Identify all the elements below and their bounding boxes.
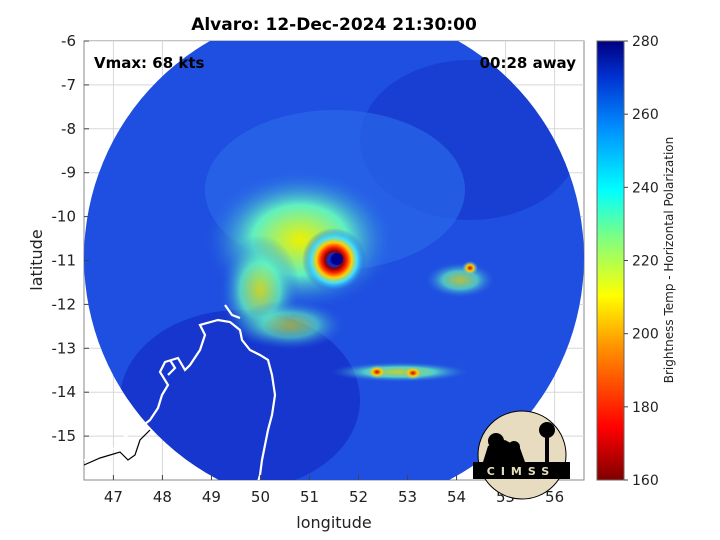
- y-tick-label: -14: [52, 383, 77, 401]
- y-tick-label: -7: [61, 76, 76, 94]
- y-tick-label: -8: [61, 120, 76, 138]
- y-tick-label: -9: [61, 164, 76, 182]
- coastline-outside: [84, 429, 151, 466]
- y-tick-label: -12: [52, 295, 77, 313]
- x-tick-label: 53: [398, 488, 417, 506]
- microwave-swath: [84, 41, 584, 480]
- colorbar-tick-label: 180: [632, 400, 659, 416]
- x-tick-label: 52: [349, 488, 368, 506]
- colorbar-tick-label: 240: [632, 180, 659, 196]
- colorbar-tick-label: 220: [632, 254, 659, 270]
- x-tick-label: 54: [447, 488, 466, 506]
- y-axis-ticks: -6 -7 -8 -9 -10 -11 -12 -13 -14 -15: [52, 32, 89, 445]
- x-tick-label: 50: [251, 488, 270, 506]
- y-tick-label: -6: [61, 32, 76, 50]
- colorbar-ticks: 160 180 200 220 240 260 280: [624, 34, 659, 489]
- y-tick-label: -10: [52, 208, 77, 226]
- x-axis-label: longitude: [296, 513, 371, 532]
- cimss-logo-text: CIMSS: [487, 465, 555, 478]
- x-axis-ticks: 47 48 49 50 51 52 53 54 55 56: [104, 475, 564, 506]
- x-tick-label: 51: [300, 488, 319, 506]
- swath-group: [84, 41, 584, 480]
- colorbar: [596, 40, 625, 481]
- vmax-label: Vmax: 68 kts: [94, 54, 204, 72]
- y-tick-label: -13: [52, 339, 77, 357]
- colorbar-label: Brightness Temp - Horizontal Polarizatio…: [662, 137, 676, 384]
- time-label: 00:28 away: [480, 54, 577, 72]
- colorbar-tick-label: 260: [632, 107, 659, 123]
- y-tick-label: -11: [52, 252, 77, 270]
- x-tick-label: 47: [104, 488, 123, 506]
- x-tick-label: 48: [153, 488, 172, 506]
- y-tick-label: -15: [52, 427, 77, 445]
- figure-title: Alvaro: 12-Dec-2024 21:30:00: [191, 15, 477, 35]
- coastline: [84, 304, 277, 480]
- x-tick-label: 49: [202, 488, 221, 506]
- colorbar-tick-label: 200: [632, 327, 659, 343]
- cimss-logo: CIMSS: [473, 410, 570, 500]
- colorbar-tick-label: 160: [632, 473, 659, 489]
- y-axis-label: latitude: [27, 229, 46, 290]
- colorbar-tick-label: 280: [632, 34, 659, 50]
- x-tick-label: 56: [545, 488, 564, 506]
